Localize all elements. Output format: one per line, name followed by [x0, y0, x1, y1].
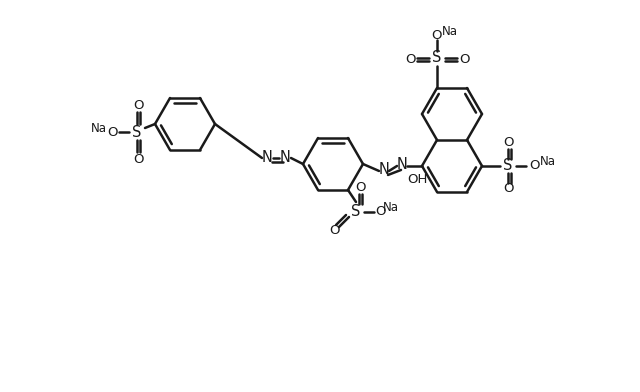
Text: Na: Na — [91, 122, 107, 134]
Text: S: S — [503, 158, 513, 174]
Text: O: O — [404, 53, 415, 65]
Text: Na: Na — [383, 201, 399, 214]
Text: S: S — [132, 125, 141, 140]
Text: O: O — [459, 53, 469, 65]
Text: OH: OH — [407, 174, 427, 187]
Text: Na: Na — [540, 156, 556, 169]
Text: S: S — [432, 49, 442, 65]
Text: N: N — [262, 149, 273, 165]
Text: O: O — [355, 181, 365, 194]
Text: O: O — [504, 182, 515, 196]
Text: O: O — [375, 205, 385, 218]
Text: N: N — [379, 162, 389, 178]
Text: O: O — [504, 136, 515, 149]
Text: O: O — [529, 160, 540, 172]
Text: O: O — [431, 29, 441, 42]
Text: O: O — [132, 98, 143, 111]
Text: N: N — [397, 158, 408, 172]
Text: O: O — [108, 125, 118, 138]
Text: Na: Na — [442, 25, 458, 38]
Text: S: S — [351, 205, 361, 220]
Text: O: O — [132, 152, 143, 165]
Text: O: O — [329, 225, 339, 238]
Text: N: N — [280, 149, 291, 165]
